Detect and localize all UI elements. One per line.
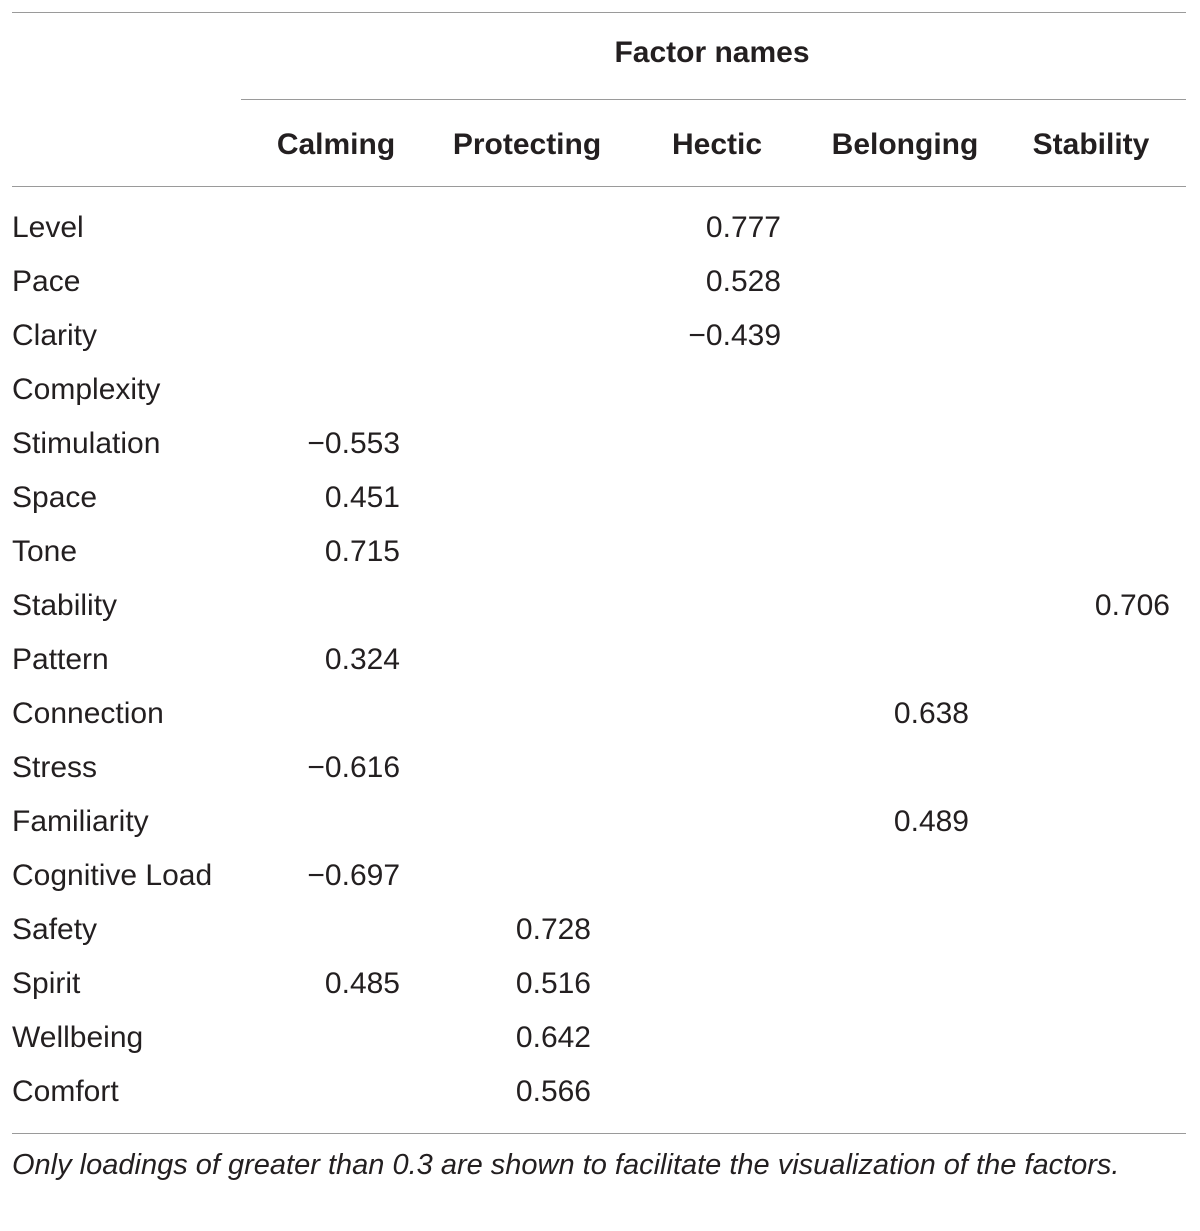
column-header: Calming [276, 128, 396, 161]
cell-value: −0.697 [307, 859, 400, 892]
cell-value: 0.516 [515, 967, 591, 1000]
row-label: Connection [12, 697, 164, 730]
column-header: Belonging [831, 128, 979, 161]
row-label: Spirit [12, 967, 81, 1000]
cell-value: 0.451 [324, 481, 400, 514]
row-label: Comfort [12, 1075, 119, 1108]
cell-value: 0.324 [324, 643, 400, 676]
cell-value: 0.642 [515, 1021, 591, 1054]
row-label: Stimulation [12, 427, 161, 460]
cell-value: −0.553 [307, 427, 400, 460]
cell-value: 0.777 [705, 211, 781, 244]
row-label: Familiarity [12, 805, 149, 838]
group-rule [241, 99, 1186, 100]
row-label: Stress [12, 751, 98, 784]
row-label: Pattern [12, 643, 109, 676]
cell-value: 0.715 [324, 535, 400, 568]
group-header: Factor names [614, 36, 810, 69]
header-rule [12, 186, 1186, 187]
row-label: Stability [12, 589, 118, 622]
cell-value: 0.489 [893, 805, 969, 838]
row-label: Space [12, 481, 98, 514]
cell-value: 0.528 [705, 265, 781, 298]
column-header: Protecting [452, 128, 602, 161]
row-label: Cognitive Load [12, 859, 213, 892]
bottom-rule [12, 1133, 1186, 1134]
cell-value: 0.566 [515, 1075, 591, 1108]
row-label: Clarity [12, 319, 98, 352]
column-header: Stability [1032, 128, 1150, 161]
cell-value: 0.728 [515, 913, 591, 946]
cell-value: −0.616 [307, 751, 400, 784]
column-header: Hectic [671, 128, 763, 161]
cell-value: 0.485 [324, 967, 400, 1000]
row-label: Level [12, 211, 84, 244]
cell-value: −0.439 [688, 319, 781, 352]
row-label: Pace [12, 265, 81, 298]
footnote: Only loadings of greater than 0.3 are sh… [12, 1149, 1120, 1181]
top-rule [12, 12, 1186, 13]
cell-value: 0.638 [893, 697, 969, 730]
row-label: Tone [12, 535, 78, 568]
cell-value: 0.706 [1094, 589, 1170, 622]
row-label: Wellbeing [12, 1021, 144, 1054]
row-label: Safety [12, 913, 98, 946]
row-label: Complexity [12, 373, 161, 406]
